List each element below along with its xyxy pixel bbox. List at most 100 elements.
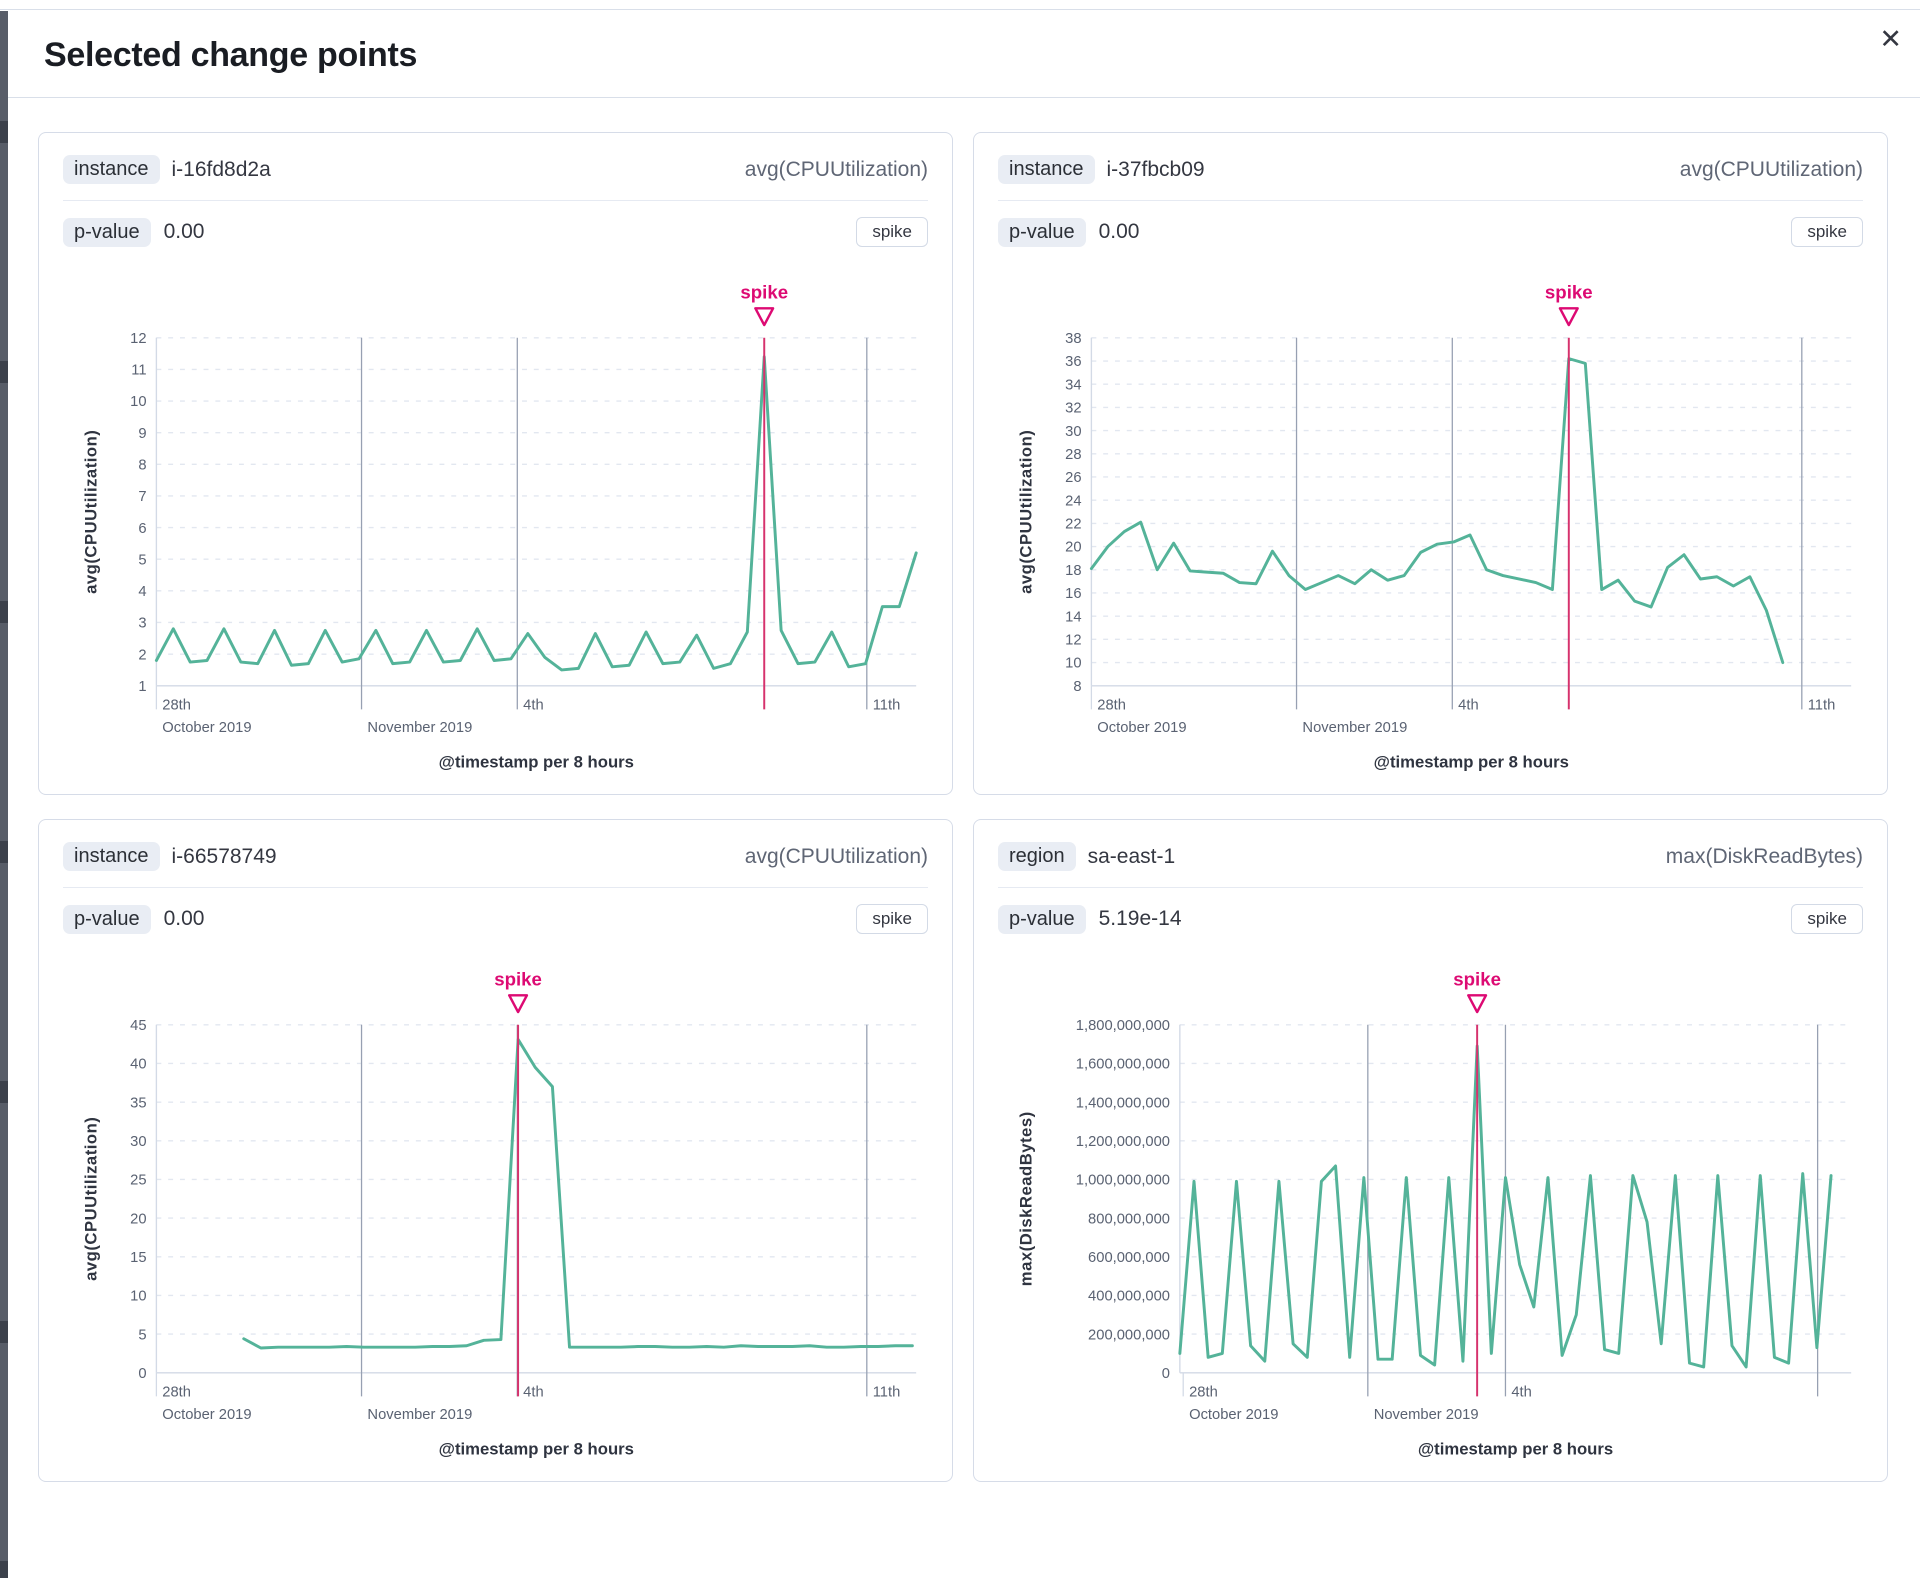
- p-value-badge: p-value: [998, 217, 1086, 247]
- svg-text:7: 7: [138, 489, 146, 505]
- p-value-badge: p-value: [998, 904, 1086, 934]
- svg-text:@timestamp per 8 hours: @timestamp per 8 hours: [1374, 752, 1569, 771]
- svg-text:4th: 4th: [1458, 697, 1478, 713]
- field-value: i-37fbcb09: [1106, 157, 1205, 181]
- svg-text:600,000,000: 600,000,000: [1088, 1250, 1170, 1266]
- svg-text:10: 10: [130, 394, 146, 410]
- svg-text:24: 24: [1065, 493, 1081, 509]
- change-type-button[interactable]: spike: [856, 904, 928, 935]
- svg-text:22: 22: [1065, 517, 1081, 533]
- svg-text:11: 11: [131, 363, 146, 379]
- svg-text:40: 40: [130, 1057, 146, 1073]
- change-point-panel: instance i-66578749 avg(CPUUtilization) …: [38, 819, 953, 1483]
- svg-text:12: 12: [1065, 633, 1081, 649]
- svg-text:3: 3: [138, 616, 146, 632]
- change-point-chart[interactable]: 12 11 10 9 8 7 6 5 4 3 2 1 28th October 2019 November …: [63, 269, 928, 780]
- svg-text:18: 18: [1065, 563, 1081, 579]
- svg-text:28: 28: [1065, 447, 1081, 463]
- svg-text:8: 8: [1073, 679, 1081, 695]
- svg-text:avg(CPUUtilization): avg(CPUUtilization): [1016, 430, 1035, 594]
- field-value: sa-east-1: [1087, 844, 1176, 868]
- p-value-badge: p-value: [63, 217, 151, 247]
- field-name-badge: instance: [63, 842, 160, 872]
- svg-text:28th: 28th: [162, 697, 191, 713]
- svg-text:28th: 28th: [1189, 1384, 1218, 1400]
- panel-header: instance i-16fd8d2a avg(CPUUtilization): [63, 149, 928, 201]
- change-type-button[interactable]: spike: [856, 217, 928, 247]
- svg-text:11th: 11th: [1808, 697, 1836, 713]
- change-point-chart[interactable]: 1,800,000,000 1,600,000,000 1,400,000,000 1…: [998, 956, 1863, 1467]
- charts-grid: instance i-16fd8d2a avg(CPUUtilization) …: [8, 98, 1920, 1522]
- svg-text:20: 20: [130, 1211, 146, 1227]
- svg-text:max(DiskReadBytes): max(DiskReadBytes): [1016, 1111, 1035, 1286]
- panel-header: instance i-66578749 avg(CPUUtilization): [63, 836, 928, 889]
- chart-container: 45 40 35 30 25 20 15 10 5 0 28th October 2019 Novemb…: [63, 956, 928, 1467]
- svg-text:avg(CPUUtilization): avg(CPUUtilization): [81, 1117, 100, 1281]
- metric-label: avg(CPUUtilization): [744, 157, 928, 181]
- svg-text:1,400,000,000: 1,400,000,000: [1076, 1095, 1170, 1111]
- svg-text:5: 5: [138, 552, 146, 568]
- p-value-text: 5.19e-14: [1098, 907, 1182, 931]
- svg-text:November 2019: November 2019: [367, 1407, 472, 1423]
- metric-label: avg(CPUUtilization): [1679, 157, 1863, 181]
- panel-header: region sa-east-1 max(DiskReadBytes): [998, 836, 1863, 889]
- svg-text:16: 16: [1065, 586, 1081, 602]
- svg-text:spike: spike: [1545, 281, 1593, 302]
- svg-text:14: 14: [1065, 609, 1081, 625]
- p-value-row: p-value 0.00 spike: [998, 201, 1863, 251]
- field-name-badge: region: [998, 842, 1076, 872]
- change-point-chart[interactable]: 38 36 34 32 30 28 26 24 22 20 18 16 14 12 10 8 28th Octob…: [998, 269, 1863, 780]
- p-value-badge: p-value: [63, 904, 151, 934]
- svg-text:28th: 28th: [1097, 697, 1126, 713]
- change-point-panel: instance i-37fbcb09 avg(CPUUtilization) …: [973, 132, 1888, 796]
- field-value: i-66578749: [171, 844, 277, 868]
- svg-text:@timestamp per 8 hours: @timestamp per 8 hours: [439, 752, 634, 771]
- metric-label: avg(CPUUtilization): [744, 844, 928, 868]
- metric-label: max(DiskReadBytes): [1665, 844, 1863, 868]
- change-point-chart[interactable]: 45 40 35 30 25 20 15 10 5 0 28th October 2019 Novemb…: [63, 956, 928, 1467]
- change-type-button[interactable]: spike: [1791, 904, 1863, 935]
- svg-text:October 2019: October 2019: [1097, 720, 1186, 736]
- svg-text:30: 30: [1065, 424, 1081, 440]
- p-value-text: 0.00: [1098, 220, 1140, 243]
- svg-text:@timestamp per 8 hours: @timestamp per 8 hours: [1418, 1439, 1613, 1458]
- svg-text:28th: 28th: [162, 1384, 191, 1400]
- svg-text:1,200,000,000: 1,200,000,000: [1076, 1134, 1170, 1150]
- svg-text:30: 30: [130, 1134, 146, 1150]
- svg-text:15: 15: [130, 1250, 146, 1266]
- svg-text:5: 5: [138, 1327, 146, 1343]
- svg-text:avg(CPUUtilization): avg(CPUUtilization): [81, 430, 100, 594]
- svg-text:26: 26: [1065, 470, 1081, 486]
- svg-text:4: 4: [138, 584, 146, 600]
- field-name-badge: instance: [63, 155, 160, 184]
- svg-text:200,000,000: 200,000,000: [1088, 1327, 1170, 1343]
- svg-text:0: 0: [1162, 1366, 1170, 1382]
- svg-text:400,000,000: 400,000,000: [1088, 1289, 1170, 1305]
- svg-text:spike: spike: [1453, 969, 1501, 990]
- svg-text:November 2019: November 2019: [1302, 720, 1407, 736]
- svg-text:20: 20: [1065, 540, 1081, 556]
- svg-text:4th: 4th: [1511, 1384, 1531, 1400]
- svg-text:45: 45: [130, 1018, 146, 1034]
- svg-text:32: 32: [1065, 401, 1081, 417]
- svg-text:9: 9: [138, 426, 146, 442]
- svg-text:1,000,000,000: 1,000,000,000: [1076, 1173, 1170, 1189]
- change-point-panel: instance i-16fd8d2a avg(CPUUtilization) …: [38, 132, 953, 796]
- svg-text:11th: 11th: [873, 697, 901, 713]
- svg-text:800,000,000: 800,000,000: [1088, 1211, 1170, 1227]
- svg-text:4th: 4th: [523, 697, 543, 713]
- svg-text:spike: spike: [740, 281, 788, 302]
- svg-text:11th: 11th: [873, 1384, 901, 1400]
- svg-text:spike: spike: [494, 969, 542, 990]
- svg-text:1: 1: [138, 679, 146, 695]
- modal-header: Selected change points: [8, 10, 1920, 98]
- selected-change-points-modal: ✕ Selected change points instance i-16fd…: [0, 10, 1920, 1522]
- field-value: i-16fd8d2a: [171, 157, 271, 181]
- close-icon[interactable]: ✕: [1879, 24, 1902, 54]
- p-value-row: p-value 5.19e-14 spike: [998, 888, 1863, 938]
- svg-text:10: 10: [130, 1289, 146, 1305]
- change-type-button[interactable]: spike: [1791, 217, 1863, 247]
- chart-container: 12 11 10 9 8 7 6 5 4 3 2 1 28th October 2019 November …: [63, 269, 928, 780]
- p-value-text: 0.00: [163, 220, 205, 243]
- p-value-text: 0.00: [163, 907, 205, 931]
